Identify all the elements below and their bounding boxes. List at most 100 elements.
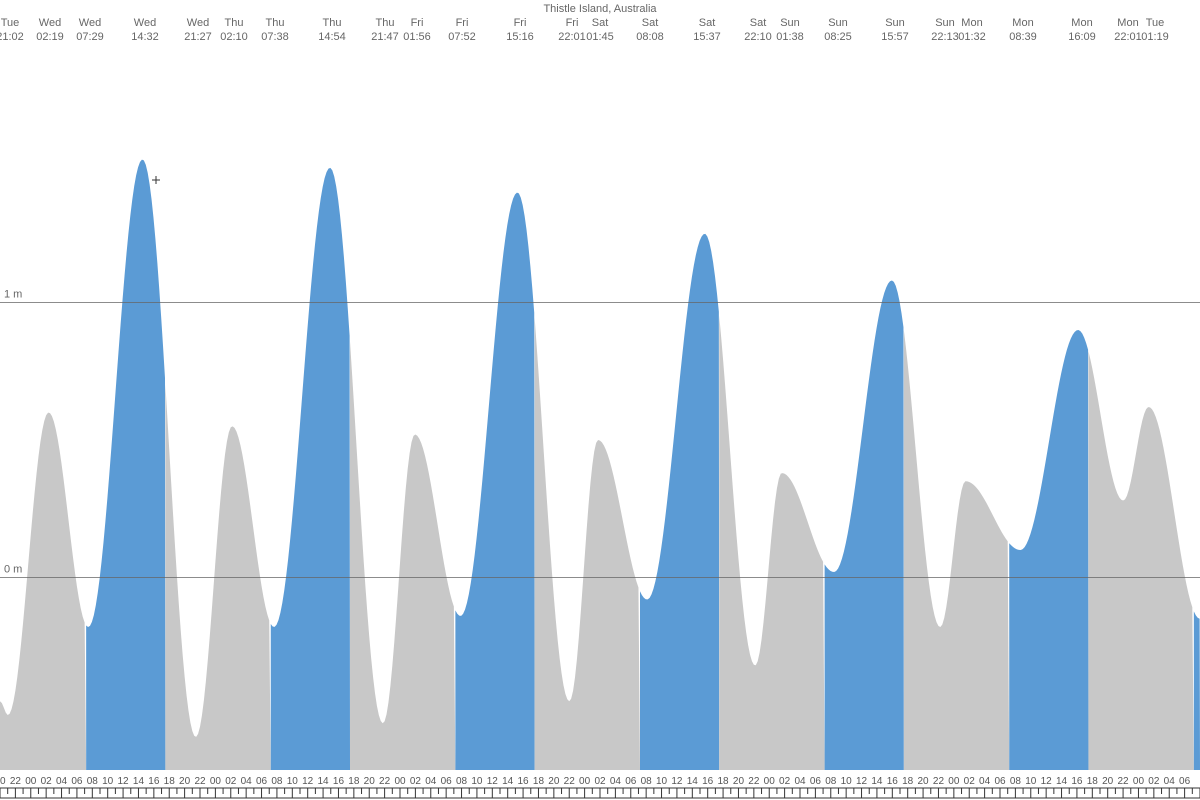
x-hour-label: 02 [594,776,606,787]
x-hour-label: 10 [102,776,114,787]
extreme-day-label: Wed [134,17,156,29]
x-hour-label: 08 [641,776,653,787]
x-hour-label: 08 [271,776,283,787]
x-hour-label: 20 [548,776,560,787]
x-hour-label: 08 [1010,776,1022,787]
x-hour-label: 20 [918,776,930,787]
extreme-day-label: Thu [266,17,285,29]
extreme-time-label: 21:27 [184,31,212,43]
x-hour-label: 00 [1133,776,1145,787]
extreme-day-label: Mon [1117,17,1138,29]
x-hour-label: 02 [779,776,791,787]
extreme-day-label: Wed [187,17,209,29]
extreme-day-label: Sun [935,17,955,29]
tide-area-night [904,330,1009,770]
extreme-time-label: 15:57 [881,31,909,43]
extreme-day-label: Sun [885,17,905,29]
x-hour-label: 18 [1087,776,1099,787]
extreme-day-label: Thu [225,17,244,29]
x-hour-label: 18 [902,776,914,787]
x-hour-label: 06 [71,776,83,787]
tide-area-day [1009,330,1088,770]
x-hour-label: 10 [471,776,483,787]
x-hour-label: 00 [394,776,406,787]
extreme-time-label: 21:02 [0,31,24,43]
x-hour-label: 18 [348,776,360,787]
x-hour-label: 20 [733,776,745,787]
x-hour-label: 12 [118,776,130,787]
x-hour-label: 22 [748,776,760,787]
x-hour-label: 06 [441,776,453,787]
extreme-day-label: Mon [961,17,982,29]
x-hour-label: 10 [841,776,853,787]
extreme-time-label: 22:01 [558,31,586,43]
x-hour-label: 22 [564,776,576,787]
x-hour-label: 20 [179,776,191,787]
x-hour-label: 02 [41,776,53,787]
x-hour-label: 06 [994,776,1006,787]
x-hour-label: 04 [610,776,622,787]
x-hour-label: 18 [164,776,176,787]
extreme-day-label: Sat [642,17,659,29]
extreme-time-label: 15:37 [693,31,721,43]
x-hour-label: 02 [1148,776,1160,787]
x-hour-label: 18 [718,776,730,787]
extreme-time-label: 07:38 [261,31,289,43]
x-hour-label: 22 [1118,776,1130,787]
x-hour-label: 04 [979,776,991,787]
extreme-day-label: Fri [411,17,424,29]
x-hour-label: 20 [0,776,6,787]
x-hour-label: 12 [1041,776,1053,787]
extreme-time-label: 01:32 [958,31,986,43]
x-hour-label: 22 [933,776,945,787]
x-hour-label: 02 [225,776,237,787]
x-hour-label: 12 [671,776,683,787]
tide-area-night [719,316,824,770]
extreme-day-label: Thu [376,17,395,29]
extreme-time-label: 16:09 [1068,31,1096,43]
x-hour-label: 14 [687,776,699,787]
extreme-time-label: 15:16 [506,31,534,43]
extreme-time-label: 14:32 [131,31,159,43]
extreme-time-label: 02:19 [36,31,64,43]
tide-chart: 0 m1 mThistle Island, AustraliaTue21:02W… [0,0,1200,800]
x-hour-label: 22 [379,776,391,787]
tide-area-night [350,342,455,770]
x-hour-label: 02 [410,776,422,787]
x-hour-label: 16 [887,776,899,787]
x-hour-label: 14 [1056,776,1068,787]
x-hour-label: 02 [964,776,976,787]
x-hour-label: 22 [10,776,22,787]
x-hour-label: 14 [502,776,514,787]
extreme-time-label: 08:25 [824,31,852,43]
tide-area-day [1194,611,1200,770]
extreme-day-label: Tue [1,17,20,29]
extreme-time-label: 01:19 [1141,31,1169,43]
chart-title: Thistle Island, Australia [543,3,657,15]
x-hour-label: 06 [1179,776,1191,787]
extreme-time-label: 08:39 [1009,31,1037,43]
x-hour-label: 16 [148,776,160,787]
x-hour-label: 04 [1164,776,1176,787]
x-hour-label: 00 [210,776,222,787]
tide-chart-svg: 0 m1 mThistle Island, AustraliaTue21:02W… [0,0,1200,800]
x-hour-label: 00 [764,776,776,787]
x-hour-label: 00 [25,776,37,787]
extreme-time-label: 22:01 [1114,31,1142,43]
x-hour-label: 18 [533,776,545,787]
extreme-time-label: 22:13 [931,31,959,43]
extreme-day-label: Sun [780,17,800,29]
x-hour-label: 08 [456,776,468,787]
x-hour-label: 04 [56,776,68,787]
y-axis-label: 1 m [4,289,22,301]
tide-area-night [1088,351,1193,770]
x-hour-label: 06 [256,776,268,787]
x-hour-label: 08 [825,776,837,787]
tide-area-night [535,318,640,770]
x-hour-label: 06 [810,776,822,787]
extreme-day-label: Mon [1012,17,1033,29]
x-hour-label: 10 [1025,776,1037,787]
extreme-day-label: Sat [699,17,716,29]
x-hour-label: 20 [364,776,376,787]
tide-area-night [0,413,86,770]
